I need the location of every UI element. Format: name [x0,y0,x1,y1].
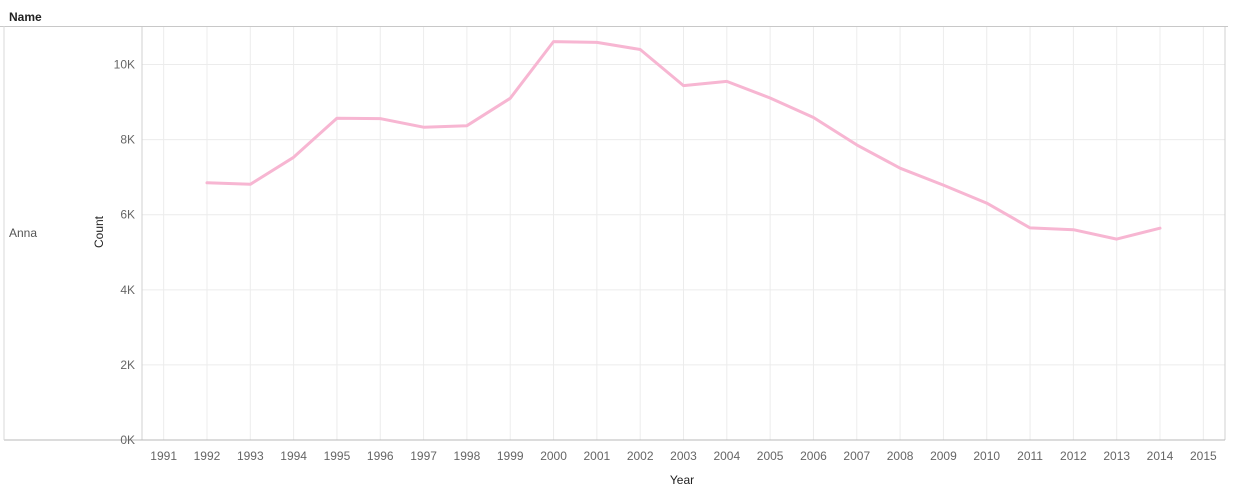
x-tick-label: 2014 [1147,449,1174,463]
x-tick-label: 2005 [757,449,784,463]
y-tick-label: 4K [120,283,135,297]
x-tick-label: 2010 [973,449,1000,463]
x-tick-label: 1998 [454,449,481,463]
x-tick-label: 1995 [324,449,351,463]
x-tick-label: 2009 [930,449,957,463]
x-tick-label: 1999 [497,449,524,463]
tick-labels: 0K 2K 4K 6K 8K 10K 1991 1992 1993 1994 1995 1996 199… [114,58,1217,463]
x-tick-label: 2004 [713,449,740,463]
axes [3,26,1226,441]
data-point[interactable] [938,180,948,190]
data-point[interactable] [202,178,212,188]
data-point[interactable] [1025,223,1035,233]
x-tick-label: 2008 [887,449,914,463]
x-tick-label: 1991 [150,449,177,463]
y-tick-label: 2K [120,358,135,372]
data-point[interactable] [852,140,862,150]
x-tick-label: 2007 [843,449,870,463]
series-line[interactable] [205,40,1162,241]
x-tick-label: 2011 [1017,449,1043,463]
y-tick-label: 8K [120,133,135,147]
y-axis-title: Count [92,215,106,248]
x-tick-label: 2001 [584,449,611,463]
data-point[interactable] [765,93,775,103]
data-point[interactable] [1112,234,1122,244]
data-point[interactable] [289,152,299,162]
header-bar: Name [0,0,1228,27]
y-tick-label: 10K [114,58,135,72]
data-point[interactable] [679,81,689,91]
y-tick-label: 0K [120,433,135,447]
data-point[interactable] [722,76,732,86]
x-tick-label: 2012 [1060,449,1087,463]
data-point[interactable] [549,37,559,47]
x-tick-label: 2003 [670,449,697,463]
data-point[interactable] [635,45,645,55]
data-point[interactable] [1068,225,1078,235]
data-point[interactable] [419,122,429,132]
series[interactable] [202,37,1165,244]
data-point[interactable] [895,163,905,173]
row-label-anna[interactable]: Anna [9,226,38,240]
name-column-header[interactable]: Name [9,10,42,24]
x-tick-label: 2015 [1190,449,1217,463]
data-point[interactable] [375,114,385,124]
grid [142,27,1225,440]
x-tick-label: 1996 [367,449,394,463]
data-point[interactable] [462,121,472,131]
data-point[interactable] [1155,223,1165,233]
data-point[interactable] [982,198,992,208]
x-tick-label: 2006 [800,449,827,463]
data-point[interactable] [592,37,602,47]
x-tick-label: 2002 [627,449,654,463]
x-axis-title: Year [670,473,694,487]
x-tick-label: 1997 [410,449,437,463]
x-tick-label: 1994 [280,449,307,463]
x-tick-label: 2000 [540,449,567,463]
y-tick-label: 6K [120,208,135,222]
x-tick-label: 1993 [237,449,264,463]
data-point[interactable] [505,93,515,103]
data-point[interactable] [808,112,818,122]
data-point[interactable] [332,113,342,123]
x-tick-label: 1992 [194,449,221,463]
data-point[interactable] [245,179,255,189]
x-tick-label: 2013 [1103,449,1130,463]
